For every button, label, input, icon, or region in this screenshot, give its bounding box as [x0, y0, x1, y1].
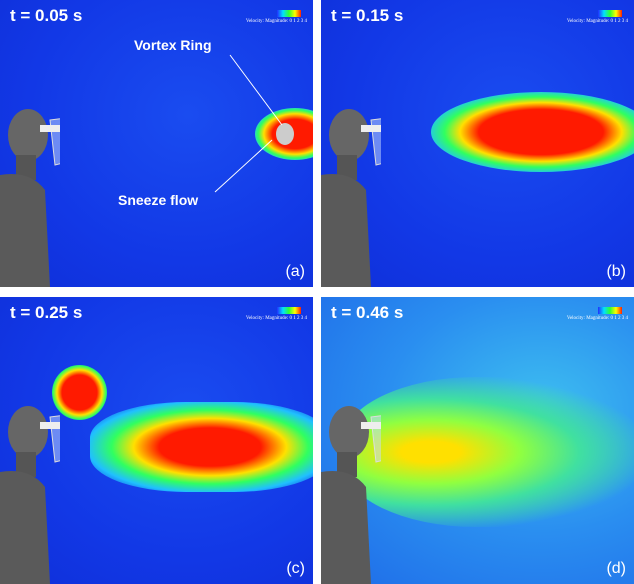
- vortex-ring: [52, 365, 107, 420]
- panel-a: Vortex Ring Sneeze flow t = 0.05 s (a) V…: [0, 0, 313, 287]
- colorbar: [277, 10, 301, 17]
- velocity-legend: Velocity: Magnitude: 0 1 2 3 4: [538, 307, 628, 325]
- sneeze-jet: [431, 92, 634, 172]
- panel-label: (a): [285, 263, 305, 280]
- sneeze-jet: [90, 402, 313, 492]
- colorbar: [598, 10, 622, 17]
- time-label: t = 0.15 s: [331, 6, 404, 25]
- panel-c: t = 0.25 s (c) Velocity: Magnitude: 0 1 …: [0, 297, 313, 584]
- human-figure-icon: [0, 406, 60, 584]
- panel-label: (d): [606, 560, 626, 577]
- sneeze-flow-annotation: Sneeze flow: [118, 192, 199, 208]
- human-figure-icon: [0, 109, 60, 287]
- velocity-legend: Velocity: Magnitude: 0 1 2 3 4: [217, 307, 307, 325]
- sneeze-jet: [341, 377, 634, 527]
- human-figure-icon: [321, 109, 381, 287]
- velocity-legend: Velocity: Magnitude: 0 1 2 3 4: [217, 10, 307, 28]
- panel-label: (b): [606, 263, 626, 280]
- panel-d: t = 0.46 s (d) Velocity: Magnitude: 0 1 …: [321, 297, 634, 584]
- vortex-ring-annotation: Vortex Ring: [134, 37, 212, 53]
- panel-b: t = 0.15 s (b) Velocity: Magnitude: 0 1 …: [321, 0, 634, 287]
- panel-label: (c): [286, 560, 305, 577]
- time-label: t = 0.46 s: [331, 303, 404, 322]
- time-label: t = 0.05 s: [10, 6, 83, 25]
- vortex-ring: [276, 123, 294, 145]
- time-label: t = 0.25 s: [10, 303, 83, 322]
- velocity-legend: Velocity: Magnitude: 0 1 2 3 4: [538, 10, 628, 28]
- human-figure-icon: [321, 406, 381, 584]
- colorbar: [277, 307, 301, 314]
- colorbar: [598, 307, 622, 314]
